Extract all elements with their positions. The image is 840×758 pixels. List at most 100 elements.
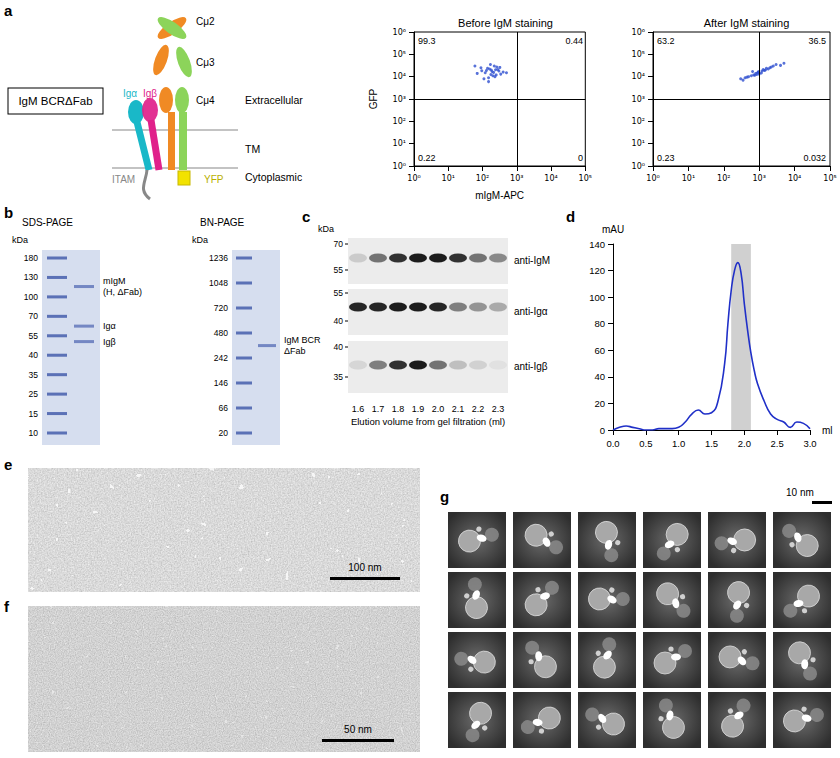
svg-text:10³: 10³: [393, 95, 406, 104]
svg-text:Cμ4: Cμ4: [196, 95, 215, 106]
svg-text:0: 0: [600, 425, 605, 436]
svg-text:40: 40: [594, 371, 605, 382]
svg-text:10⁴: 10⁴: [788, 174, 801, 183]
svg-text:Igβ: Igβ: [143, 88, 157, 99]
svg-text:Extracellular: Extracellular: [245, 94, 303, 106]
svg-text:25: 25: [29, 389, 39, 399]
svg-text:0.23: 0.23: [657, 153, 675, 163]
svg-text:anti-IgM: anti-IgM: [514, 255, 550, 266]
svg-text:36.5: 36.5: [808, 36, 826, 46]
svg-text:70: 70: [334, 239, 344, 249]
svg-text:146: 146: [214, 378, 228, 388]
svg-text:GFP: GFP: [368, 88, 379, 109]
svg-text:15: 15: [29, 409, 39, 419]
svg-text:50 nm: 50 nm: [344, 724, 372, 735]
svg-text:c: c: [302, 208, 310, 225]
svg-text:2.0: 2.0: [738, 438, 751, 449]
svg-text:80: 80: [594, 318, 605, 329]
svg-text:mAU: mAU: [602, 224, 624, 235]
svg-text:2.2: 2.2: [472, 404, 485, 414]
svg-text:0: 0: [578, 153, 583, 163]
svg-text:ml: ml: [822, 425, 833, 436]
svg-text:mIgM: mIgM: [103, 276, 126, 286]
svg-text:120: 120: [589, 265, 605, 276]
svg-text:10³: 10³: [510, 174, 523, 183]
svg-text:10⁵: 10⁵: [632, 50, 645, 59]
svg-text:10⁴: 10⁴: [544, 174, 557, 183]
svg-text:10 nm: 10 nm: [786, 487, 814, 498]
svg-text:d: d: [566, 208, 575, 225]
svg-text:10⁰: 10⁰: [646, 174, 659, 183]
svg-text:63.2: 63.2: [657, 36, 675, 46]
svg-text:20: 20: [219, 428, 229, 438]
svg-text:10⁵: 10⁵: [579, 174, 592, 183]
svg-text:1048: 1048: [209, 278, 228, 288]
svg-text:10³: 10³: [753, 174, 766, 183]
svg-text:10⁰: 10⁰: [632, 162, 645, 171]
svg-text:BN-PAGE: BN-PAGE: [200, 217, 245, 228]
svg-text:35: 35: [29, 370, 39, 380]
svg-text:2.1: 2.1: [452, 404, 465, 414]
svg-text:10⁴: 10⁴: [393, 72, 406, 81]
svg-text:55: 55: [334, 265, 344, 275]
svg-text:mIgM-APC: mIgM-APC: [475, 190, 524, 201]
svg-text:10⁰: 10⁰: [393, 162, 406, 171]
svg-text:10⁵: 10⁵: [823, 174, 836, 183]
svg-text:10¹: 10¹: [632, 139, 645, 148]
svg-text:100: 100: [589, 292, 605, 303]
svg-text:1.6: 1.6: [352, 404, 365, 414]
svg-text:10²: 10²: [476, 174, 489, 183]
svg-text:720: 720: [214, 303, 228, 313]
svg-text:1236: 1236: [209, 253, 228, 263]
svg-text:242: 242: [214, 353, 228, 363]
svg-text:b: b: [4, 204, 13, 221]
svg-text:IgM BCR: IgM BCR: [284, 335, 321, 345]
svg-text:10²: 10²: [393, 117, 406, 126]
svg-text:10³: 10³: [632, 95, 645, 104]
svg-text:40: 40: [334, 342, 344, 352]
svg-text:0.5: 0.5: [639, 438, 652, 449]
svg-text:130: 130: [24, 272, 38, 282]
svg-text:Igβ: Igβ: [103, 337, 116, 347]
svg-text:2.5: 2.5: [771, 438, 784, 449]
svg-text:Igα: Igα: [103, 321, 116, 331]
svg-text:10⁶: 10⁶: [393, 28, 406, 37]
svg-text:140: 140: [589, 239, 605, 250]
svg-text:55: 55: [334, 288, 344, 298]
svg-text:10⁵: 10⁵: [393, 50, 406, 59]
svg-text:1.7: 1.7: [372, 404, 385, 414]
svg-text:Elution volume from gel filtra: Elution volume from gel filtration (ml): [351, 416, 505, 427]
svg-text:2.0: 2.0: [432, 404, 445, 414]
svg-text:Cytoplasmic: Cytoplasmic: [245, 171, 302, 183]
svg-text:20: 20: [594, 398, 605, 409]
svg-text:10²: 10²: [632, 117, 645, 126]
svg-text:10⁰: 10⁰: [407, 174, 420, 183]
svg-text:10⁴: 10⁴: [632, 72, 645, 81]
svg-text:10: 10: [29, 428, 39, 438]
svg-text:kDa: kDa: [192, 235, 208, 245]
svg-text:3.0: 3.0: [803, 438, 816, 449]
svg-text:Igα: Igα: [123, 88, 137, 99]
svg-text:99.3: 99.3: [418, 36, 436, 46]
svg-text:SDS-PAGE: SDS-PAGE: [22, 217, 73, 228]
svg-text:IgM BCRΔFab: IgM BCRΔFab: [18, 95, 92, 107]
svg-text:a: a: [4, 2, 13, 19]
svg-text:10¹: 10¹: [442, 174, 455, 183]
svg-text:480: 480: [214, 328, 228, 338]
svg-text:10¹: 10¹: [393, 139, 406, 148]
svg-text:YFP: YFP: [204, 174, 224, 185]
svg-text:10²: 10²: [717, 174, 730, 183]
svg-text:Cμ3: Cμ3: [196, 57, 215, 68]
svg-text:0.0: 0.0: [606, 438, 619, 449]
svg-text:ITAM: ITAM: [112, 174, 135, 185]
svg-text:60: 60: [594, 345, 605, 356]
svg-text:ΔFab: ΔFab: [284, 346, 306, 356]
svg-text:180: 180: [24, 253, 38, 263]
svg-text:1.5: 1.5: [705, 438, 718, 449]
svg-text:1.9: 1.9: [412, 404, 425, 414]
svg-text:100: 100: [24, 292, 38, 302]
svg-text:35: 35: [334, 372, 344, 382]
svg-text:Before IgM staining: Before IgM staining: [458, 17, 553, 29]
svg-text:1.8: 1.8: [392, 404, 405, 414]
svg-text:g: g: [440, 488, 449, 505]
